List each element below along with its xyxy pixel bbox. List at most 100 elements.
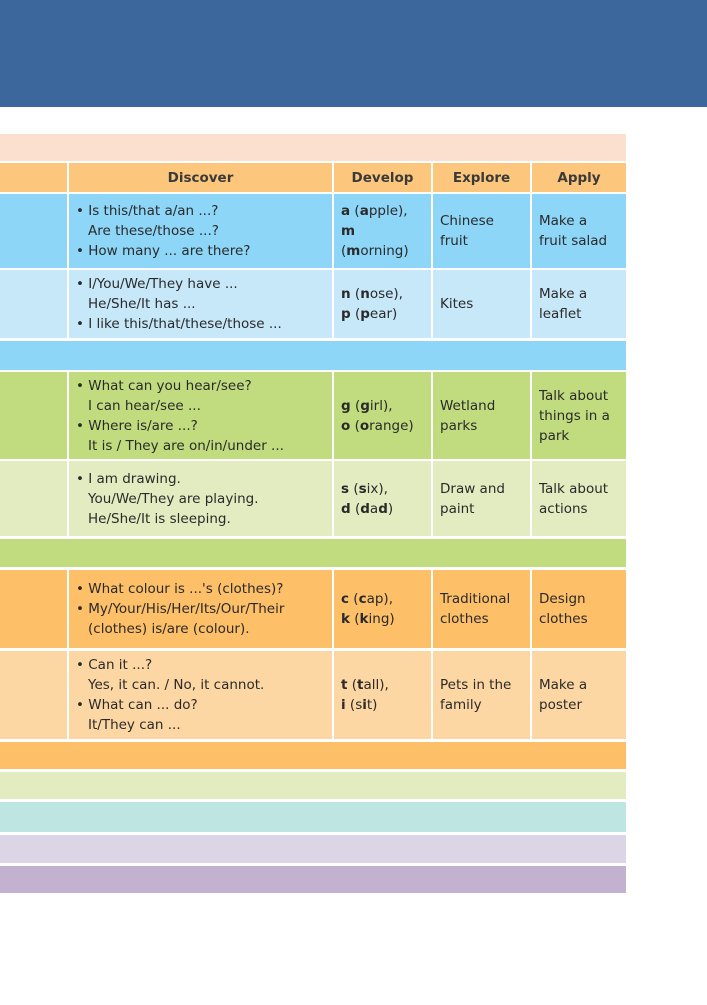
develop-text: g	[341, 397, 351, 414]
develop-text: irl),	[369, 397, 393, 414]
develop-cell: n (nose), p (pear)	[334, 270, 431, 338]
develop-text: (	[349, 480, 359, 497]
develop-cell: g (girl), o (orange)	[334, 372, 431, 459]
develop-text: (	[350, 417, 360, 434]
develop-line: n (nose),	[341, 284, 424, 304]
develop-text: m	[341, 223, 356, 239]
develop-line: t (tall),	[341, 675, 424, 695]
develop-text: n	[360, 286, 370, 302]
discover-line: You/We/They are playing.	[88, 490, 259, 507]
discover-cell: • What colour is ...'s (clothes)? • My/Yo…	[69, 570, 332, 648]
discover-line: • What can you hear/see?	[76, 377, 252, 394]
develop-text: a	[341, 203, 351, 219]
develop-line: c (cap),	[341, 589, 424, 609]
table-row: • I/You/We/They have ... He/She/It has ..…	[0, 270, 626, 338]
develop-text: a	[369, 500, 379, 517]
discover-line: • I like this/that/these/those ...	[76, 316, 282, 332]
header-develop: Develop	[334, 163, 431, 192]
table-header-row: Discover Develop Explore Apply	[0, 163, 626, 192]
develop-text: g	[360, 397, 370, 414]
section-band-lavender	[0, 835, 626, 863]
develop-line: k (king)	[341, 609, 424, 629]
develop-line: p (pear)	[341, 304, 424, 324]
apply-cell: Make a poster	[532, 651, 626, 739]
table-top-band	[0, 134, 626, 161]
discover-line: He/She/It has ...	[88, 296, 196, 312]
develop-line: a (apple),	[341, 201, 424, 221]
explore-cell: Traditional clothes	[433, 570, 530, 648]
develop-text: c	[341, 591, 350, 607]
discover-line: • I/You/We/They have ...	[76, 276, 238, 292]
header-discover: Discover	[69, 163, 332, 192]
develop-text: )	[387, 500, 394, 517]
develop-text: s	[341, 480, 350, 497]
develop-text: ing)	[368, 611, 395, 627]
develop-text: range)	[369, 417, 414, 434]
develop-text: ear)	[369, 306, 398, 322]
apply-cell: Design clothes	[532, 570, 626, 648]
table-row: • Is this/that a/an ...? Are these/those …	[0, 194, 626, 268]
discover-cell: • What can you hear/see? I can hear/see .…	[69, 372, 332, 459]
develop-line: s (six),	[341, 479, 424, 499]
explore-cell: Kites	[433, 270, 530, 338]
develop-text: ap),	[366, 591, 393, 607]
row-label-cell	[0, 270, 67, 338]
develop-text: (	[350, 397, 361, 414]
develop-text: o	[359, 417, 370, 434]
header-cell-blank	[0, 163, 67, 192]
develop-text: ix),	[366, 480, 388, 497]
discover-line: • My/Your/His/Her/Its/Our/Their	[76, 601, 285, 617]
develop-text: i	[362, 697, 367, 713]
develop-text: ose),	[369, 286, 403, 302]
develop-text: orning)	[360, 243, 409, 259]
page-header-banner	[0, 0, 707, 107]
develop-text: (	[350, 203, 360, 219]
row-label-cell	[0, 194, 67, 268]
develop-cell: a (apple), m (morning)	[334, 194, 431, 268]
discover-cell: • Is this/that a/an ...? Are these/those …	[69, 194, 332, 268]
develop-text: o	[341, 417, 351, 434]
develop-text: n	[341, 286, 351, 302]
discover-line: • I am drawing.	[76, 470, 181, 487]
develop-line: d (dad)	[341, 499, 424, 519]
discover-line: (clothes) is/are (colour).	[88, 621, 250, 637]
row-label-cell	[0, 570, 67, 648]
develop-text: k	[359, 611, 369, 627]
apply-cell: Talk about things in a park	[532, 372, 626, 459]
table-row: • What can you hear/see? I can hear/see .…	[0, 372, 626, 459]
apply-cell: Talk about actions	[532, 461, 626, 536]
develop-text: t	[341, 677, 348, 693]
discover-line: I can hear/see ...	[88, 397, 201, 414]
explore-cell: Pets in the family	[433, 651, 530, 739]
discover-line: • Is this/that a/an ...?	[76, 203, 219, 219]
table-row: • I am drawing. You/We/They are playing. H…	[0, 461, 626, 536]
develop-cell: s (six), d (dad)	[334, 461, 431, 536]
discover-line: • What can ... do?	[76, 697, 198, 713]
develop-line: m (morning)	[341, 221, 424, 261]
row-label-cell	[0, 461, 67, 536]
develop-text: all),	[363, 677, 389, 693]
develop-text: pple),	[368, 203, 408, 219]
develop-text: p	[360, 306, 370, 322]
develop-text: d	[378, 500, 388, 517]
develop-text: (	[349, 611, 360, 627]
header-explore: Explore	[433, 163, 530, 192]
develop-text: (	[349, 591, 359, 607]
discover-line: Are these/those ...?	[88, 223, 219, 239]
develop-text: t	[357, 677, 364, 693]
develop-cell: c (cap), k (king)	[334, 570, 431, 648]
row-label-cell	[0, 651, 67, 739]
discover-cell: • Can it ...? Yes, it can. / No, it canno…	[69, 651, 332, 739]
develop-line: g (girl),	[341, 396, 424, 416]
explore-cell: Draw and paint	[433, 461, 530, 536]
develop-text: m	[346, 243, 361, 259]
discover-line: Yes, it can. / No, it cannot.	[88, 677, 265, 693]
section-band-light-green	[0, 772, 626, 799]
section-band-purple	[0, 866, 626, 893]
apply-cell: Make a leaflet	[532, 270, 626, 338]
develop-text: (	[350, 286, 361, 302]
develop-text: (	[341, 243, 347, 259]
develop-text: s	[358, 480, 367, 497]
discover-cell: • I/You/We/They have ... He/She/It has ..…	[69, 270, 332, 338]
discover-line: • What colour is ...'s (clothes)?	[76, 581, 284, 597]
